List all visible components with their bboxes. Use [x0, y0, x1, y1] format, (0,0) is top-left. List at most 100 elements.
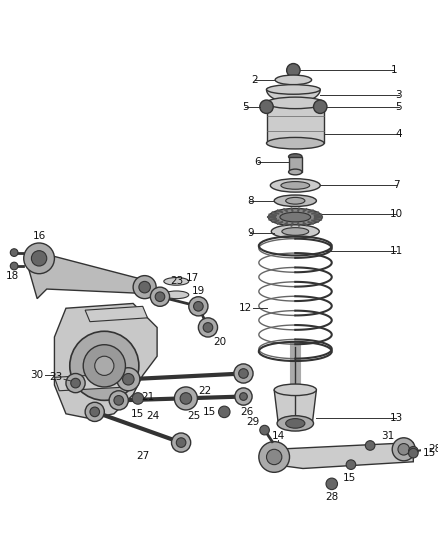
- Text: 6: 6: [254, 157, 261, 167]
- Polygon shape: [85, 306, 148, 322]
- Text: 7: 7: [393, 180, 399, 190]
- Text: 5: 5: [242, 102, 249, 112]
- Circle shape: [398, 443, 410, 455]
- Circle shape: [239, 369, 248, 378]
- Ellipse shape: [274, 195, 316, 206]
- Circle shape: [314, 100, 327, 114]
- Ellipse shape: [286, 197, 305, 204]
- Circle shape: [90, 407, 99, 417]
- Circle shape: [172, 433, 191, 452]
- Ellipse shape: [266, 85, 320, 94]
- Text: 3: 3: [396, 90, 402, 100]
- Text: 24: 24: [147, 411, 160, 421]
- Circle shape: [155, 292, 165, 302]
- Ellipse shape: [270, 179, 320, 192]
- Text: 30: 30: [31, 370, 44, 381]
- Ellipse shape: [277, 416, 314, 431]
- Text: 17: 17: [186, 272, 199, 282]
- Circle shape: [194, 302, 203, 311]
- Circle shape: [123, 374, 134, 385]
- Ellipse shape: [266, 138, 324, 149]
- Ellipse shape: [268, 208, 322, 225]
- Circle shape: [83, 345, 125, 387]
- Circle shape: [174, 387, 198, 410]
- Text: 25: 25: [187, 411, 200, 421]
- Circle shape: [117, 368, 140, 391]
- Text: 15: 15: [423, 448, 436, 458]
- Ellipse shape: [274, 384, 316, 395]
- Circle shape: [133, 276, 156, 298]
- Polygon shape: [28, 251, 152, 298]
- Circle shape: [85, 402, 104, 422]
- Circle shape: [109, 391, 128, 410]
- Polygon shape: [289, 157, 302, 172]
- Ellipse shape: [286, 418, 305, 428]
- Polygon shape: [274, 390, 316, 422]
- Ellipse shape: [275, 75, 311, 85]
- Circle shape: [240, 393, 247, 400]
- Text: 13: 13: [389, 413, 403, 423]
- Circle shape: [260, 425, 269, 435]
- Circle shape: [70, 332, 139, 400]
- Ellipse shape: [281, 182, 310, 189]
- Circle shape: [346, 460, 356, 470]
- Circle shape: [365, 441, 375, 450]
- Text: 29: 29: [247, 417, 260, 427]
- Circle shape: [286, 63, 300, 77]
- Text: 15: 15: [343, 473, 356, 483]
- Circle shape: [326, 478, 338, 490]
- Polygon shape: [274, 442, 413, 469]
- Circle shape: [234, 364, 253, 383]
- Text: 27: 27: [136, 451, 149, 461]
- Ellipse shape: [271, 225, 319, 238]
- Polygon shape: [54, 374, 128, 391]
- Circle shape: [409, 447, 418, 456]
- Text: 23: 23: [50, 373, 63, 382]
- Circle shape: [10, 249, 18, 256]
- Text: 21: 21: [141, 392, 154, 401]
- Circle shape: [203, 322, 213, 332]
- Ellipse shape: [289, 154, 302, 159]
- Text: 20: 20: [213, 337, 226, 347]
- Text: 14: 14: [272, 431, 285, 441]
- Circle shape: [259, 442, 290, 472]
- Circle shape: [266, 449, 282, 465]
- Circle shape: [392, 438, 415, 461]
- Polygon shape: [266, 90, 320, 103]
- Ellipse shape: [266, 97, 324, 109]
- Circle shape: [95, 356, 114, 375]
- Circle shape: [177, 438, 186, 447]
- Text: 8: 8: [247, 196, 254, 206]
- Circle shape: [10, 262, 18, 270]
- Circle shape: [114, 395, 124, 405]
- Text: 4: 4: [396, 128, 402, 139]
- Text: 26: 26: [241, 407, 254, 417]
- Circle shape: [66, 374, 85, 393]
- Circle shape: [260, 100, 273, 114]
- Text: 23: 23: [171, 277, 184, 286]
- Text: 12: 12: [239, 303, 252, 313]
- Circle shape: [132, 393, 144, 404]
- Polygon shape: [54, 303, 157, 418]
- Circle shape: [409, 448, 418, 458]
- Text: 18: 18: [6, 271, 19, 280]
- Circle shape: [71, 378, 80, 388]
- Ellipse shape: [289, 169, 302, 175]
- Circle shape: [32, 251, 47, 266]
- Ellipse shape: [164, 278, 189, 285]
- Text: 16: 16: [32, 231, 46, 241]
- Text: 22: 22: [198, 386, 212, 396]
- Text: 5: 5: [396, 102, 402, 112]
- Ellipse shape: [280, 212, 311, 222]
- Text: 15: 15: [131, 409, 145, 419]
- Circle shape: [24, 243, 54, 274]
- Circle shape: [219, 406, 230, 418]
- Text: 15: 15: [203, 407, 216, 417]
- Text: 31: 31: [381, 431, 394, 441]
- Text: 28: 28: [325, 492, 339, 502]
- Ellipse shape: [282, 228, 309, 235]
- Circle shape: [139, 281, 150, 293]
- Text: 2: 2: [252, 75, 258, 85]
- Ellipse shape: [164, 291, 189, 298]
- Circle shape: [150, 287, 170, 306]
